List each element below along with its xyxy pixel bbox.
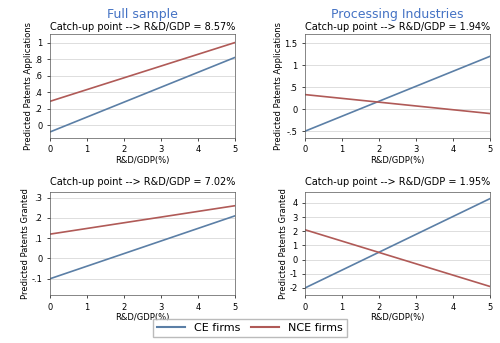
Text: Catch-up point --> R&D/GDP = 7.02%: Catch-up point --> R&D/GDP = 7.02%	[50, 177, 235, 187]
X-axis label: R&D/GDP(%): R&D/GDP(%)	[115, 313, 170, 322]
X-axis label: R&D/GDP(%): R&D/GDP(%)	[115, 156, 170, 165]
Y-axis label: Predicted Patents Applications: Predicted Patents Applications	[24, 22, 33, 150]
Y-axis label: Predicted Patents Granted: Predicted Patents Granted	[279, 188, 288, 299]
X-axis label: R&D/GDP(%): R&D/GDP(%)	[370, 156, 425, 165]
X-axis label: R&D/GDP(%): R&D/GDP(%)	[370, 313, 425, 322]
Y-axis label: Predicted Patents Applications: Predicted Patents Applications	[274, 22, 283, 150]
Text: Catch-up point --> R&D/GDP = 8.57%: Catch-up point --> R&D/GDP = 8.57%	[50, 22, 235, 32]
Text: Catch-up point --> R&D/GDP = 1.95%: Catch-up point --> R&D/GDP = 1.95%	[305, 177, 490, 187]
Text: Catch-up point --> R&D/GDP = 1.94%: Catch-up point --> R&D/GDP = 1.94%	[305, 22, 490, 32]
Legend: CE firms, NCE firms: CE firms, NCE firms	[153, 319, 347, 338]
Text: Full sample: Full sample	[107, 8, 178, 21]
Text: Processing Industries: Processing Industries	[332, 8, 464, 21]
Y-axis label: Predicted Patents Granted: Predicted Patents Granted	[21, 188, 30, 299]
